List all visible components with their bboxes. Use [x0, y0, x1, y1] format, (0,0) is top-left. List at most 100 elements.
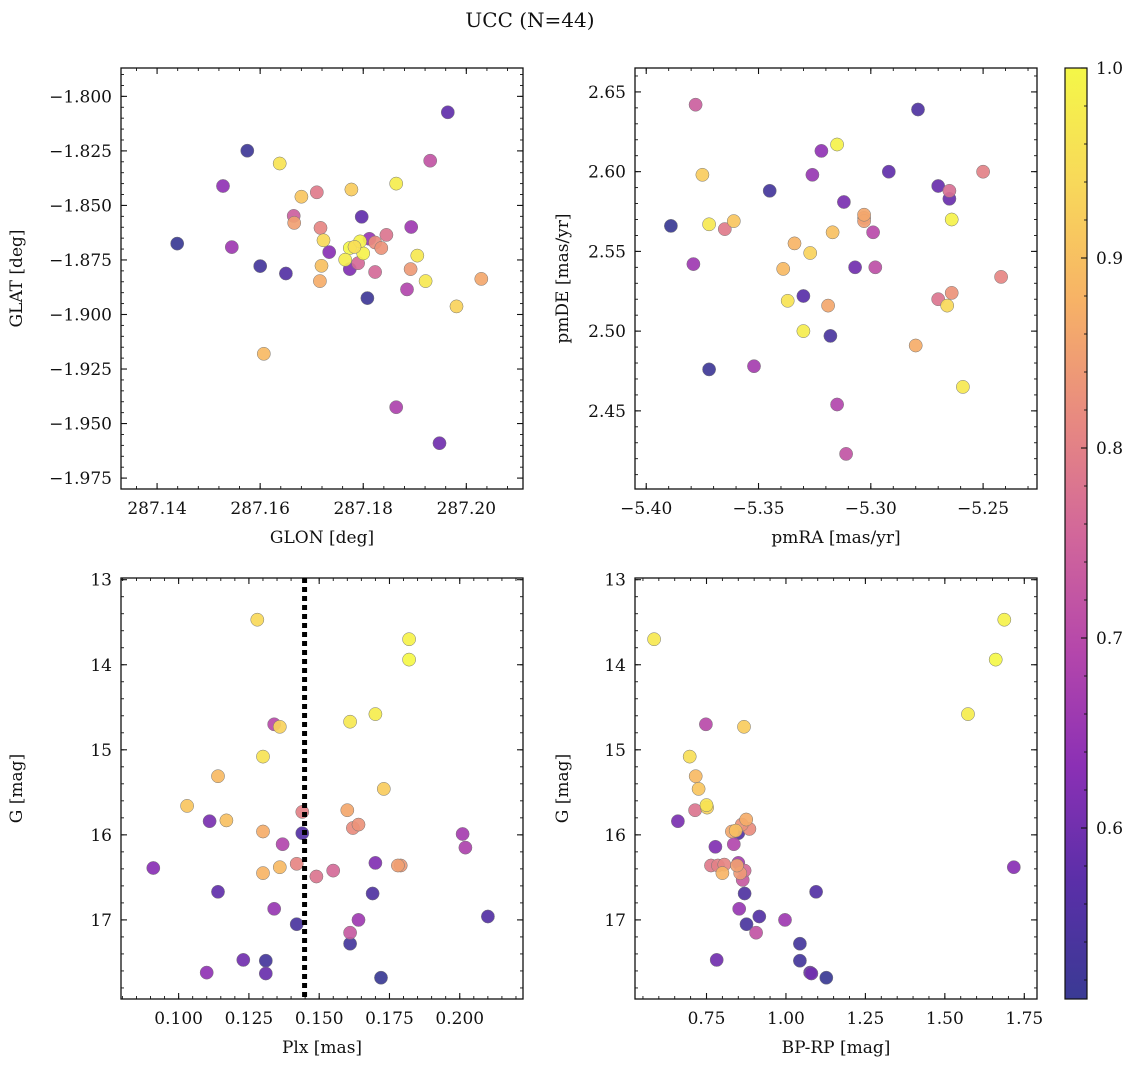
data-point	[199, 965, 214, 980]
data-point	[726, 837, 741, 852]
data-point	[275, 837, 290, 852]
data-point	[830, 137, 844, 152]
data-point	[202, 814, 217, 829]
data-point	[272, 719, 287, 734]
data-point	[216, 179, 230, 193]
data-point	[338, 252, 353, 267]
colorbar-tick-label: 0.9	[1096, 249, 1123, 269]
y-tick-label: −1.800	[49, 87, 112, 107]
data-point	[256, 824, 270, 839]
y-tick-label: 2.65	[588, 83, 626, 103]
data-point	[739, 812, 754, 827]
data-point	[819, 970, 834, 985]
data-point	[455, 827, 470, 841]
data-point	[747, 359, 761, 374]
x-tick-label: 287.14	[127, 499, 186, 519]
data-point	[347, 240, 362, 254]
panel-plx-g: 0.100 0.125 0.150 0.175 0.200 13 14 15 16 17 Plx […	[7, 571, 524, 1058]
data-point	[289, 856, 304, 871]
x-tick-label: 1.75	[1005, 1009, 1043, 1029]
data-point	[830, 397, 844, 412]
data-point	[695, 167, 710, 182]
data-point	[418, 274, 433, 288]
data-point	[267, 901, 282, 916]
data-point	[404, 220, 419, 234]
data-point	[374, 970, 388, 985]
x-tick-label: 0.100	[154, 1009, 203, 1029]
data-point	[881, 164, 896, 179]
data-point	[848, 260, 862, 275]
x-tick-label: −5.30	[845, 499, 897, 519]
y-tick-label: 2.60	[588, 163, 626, 183]
data-point	[682, 749, 697, 764]
x-axis-label: pmRA [mas/yr]	[771, 528, 900, 548]
data-point	[351, 913, 366, 927]
x-tick-label: 1.25	[846, 1009, 884, 1029]
data-point	[340, 803, 355, 818]
data-point	[309, 185, 324, 200]
colorbar-bar	[1064, 67, 1088, 1000]
y-axis-label: pmDE [mas/yr]	[553, 213, 573, 343]
data-point	[376, 782, 391, 796]
y-tick-label: 16	[604, 826, 626, 846]
data-point	[739, 917, 754, 932]
data-point	[664, 219, 678, 233]
plot-frame	[634, 67, 1038, 490]
figure-title: UCC (N=44)	[465, 8, 594, 32]
data-point	[908, 338, 923, 353]
data-point	[146, 861, 161, 875]
data-point	[389, 400, 404, 415]
data-point	[737, 719, 751, 734]
data-point	[374, 241, 389, 255]
data-point	[825, 225, 840, 240]
y-tick-label: −1.975	[49, 469, 112, 489]
data-point	[368, 265, 382, 279]
data-point	[752, 909, 767, 924]
data-point	[432, 436, 447, 451]
data-point	[403, 262, 418, 276]
data-point	[956, 380, 970, 394]
data-point	[258, 966, 273, 981]
data-point	[942, 183, 957, 198]
y-axis-label: G [mag]	[7, 754, 27, 823]
panel-bprp-g: 0.75 1.00 1.25 1.50 1.75 13 14 15 16 17 BP-RP [mag…	[553, 571, 1043, 1058]
data-point	[994, 270, 1008, 284]
data-point	[236, 953, 251, 967]
y-tick-label: 14	[90, 656, 112, 676]
data-point	[688, 97, 703, 112]
data-point	[368, 856, 383, 870]
x-tick-label: 287.16	[230, 499, 289, 519]
data-point	[728, 823, 743, 838]
data-point	[997, 612, 1012, 627]
data-point	[250, 612, 265, 627]
data-point	[322, 245, 337, 259]
data-point	[814, 144, 829, 158]
data-point	[709, 953, 724, 967]
data-point	[778, 913, 792, 927]
x-tick-label: −5.35	[732, 499, 784, 519]
data-point	[944, 212, 959, 227]
data-point	[821, 298, 835, 313]
y-tick-label: −1.825	[49, 142, 112, 162]
data-point	[688, 769, 703, 784]
data-point	[702, 217, 716, 232]
data-point	[787, 236, 802, 251]
y-tick-label: 14	[604, 656, 626, 676]
data-point	[313, 221, 328, 235]
data-point	[699, 798, 714, 812]
data-point	[410, 248, 425, 263]
data-point	[839, 447, 853, 461]
data-point	[1006, 860, 1021, 875]
data-point	[737, 886, 752, 901]
y-tick-label: 2.50	[588, 322, 626, 342]
data-point	[351, 817, 366, 832]
data-point	[699, 717, 713, 732]
data-point	[224, 240, 239, 254]
data-point	[314, 258, 329, 273]
data-point	[686, 257, 701, 271]
colorbar: 0.6 0.7 0.8 0.9 1.0	[1064, 59, 1123, 1000]
data-point	[866, 225, 880, 240]
data-point	[702, 362, 716, 377]
data-point	[691, 782, 706, 796]
y-tick-label: 16	[90, 826, 112, 846]
